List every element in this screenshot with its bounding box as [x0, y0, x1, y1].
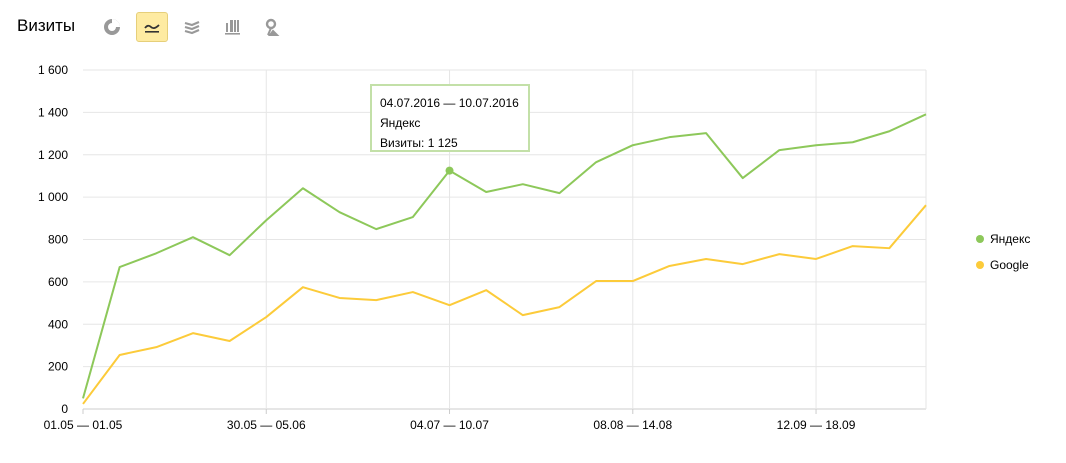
y-tick-label: 0 [61, 402, 68, 416]
y-tick-label: 600 [48, 275, 68, 289]
y-tick-label: 1 000 [38, 190, 68, 204]
bar-chart-icon [225, 20, 240, 35]
bar-chart-button[interactable] [216, 12, 248, 42]
x-tick-label: 04.07 — 10.07 [410, 418, 489, 432]
widget-title: Визиты [17, 16, 76, 35]
pie-chart-button[interactable] [96, 12, 128, 42]
area-chart-icon [184, 20, 200, 35]
series-line-0 [82, 113, 927, 399]
y-tick-label: 1 600 [38, 63, 68, 77]
line-chart-icon [144, 24, 160, 33]
tooltip-series: Яндекс [380, 116, 421, 130]
line-chart-button[interactable] [136, 12, 168, 42]
y-tick-label: 200 [48, 360, 68, 374]
y-tick-label: 1 400 [38, 105, 68, 119]
y-tick-label: 800 [48, 233, 68, 247]
legend-item-google[interactable]: Google [976, 258, 1029, 272]
y-tick-label: 400 [48, 317, 68, 331]
area-chart-button[interactable] [176, 12, 208, 42]
legend-dot [976, 235, 984, 243]
map-button[interactable] [256, 12, 288, 42]
map-icon [265, 18, 280, 36]
y-tick-label: 1 200 [38, 148, 68, 162]
x-tick-label: 12.09 — 18.09 [777, 418, 856, 432]
legend-label: Google [990, 258, 1029, 272]
legend-dot [976, 261, 984, 269]
pie-chart-icon [104, 19, 120, 35]
x-tick-label: 01.05 — 01.05 [44, 418, 123, 432]
x-tick-label: 08.08 — 14.08 [593, 418, 672, 432]
chart-tooltip: 04.07.2016 — 10.07.2016 Яндекс Визиты: 1… [370, 84, 530, 152]
x-tick-label: 30.05 — 05.06 [227, 418, 306, 432]
legend-item-yandex[interactable]: Яндекс [976, 232, 1030, 246]
tooltip-period: 04.07.2016 — 10.07.2016 [380, 96, 519, 110]
legend-label: Яндекс [990, 232, 1031, 246]
series-line-1 [82, 204, 927, 405]
tooltip-value: Визиты: 1 125 [380, 136, 458, 150]
highlight-point [445, 166, 454, 175]
